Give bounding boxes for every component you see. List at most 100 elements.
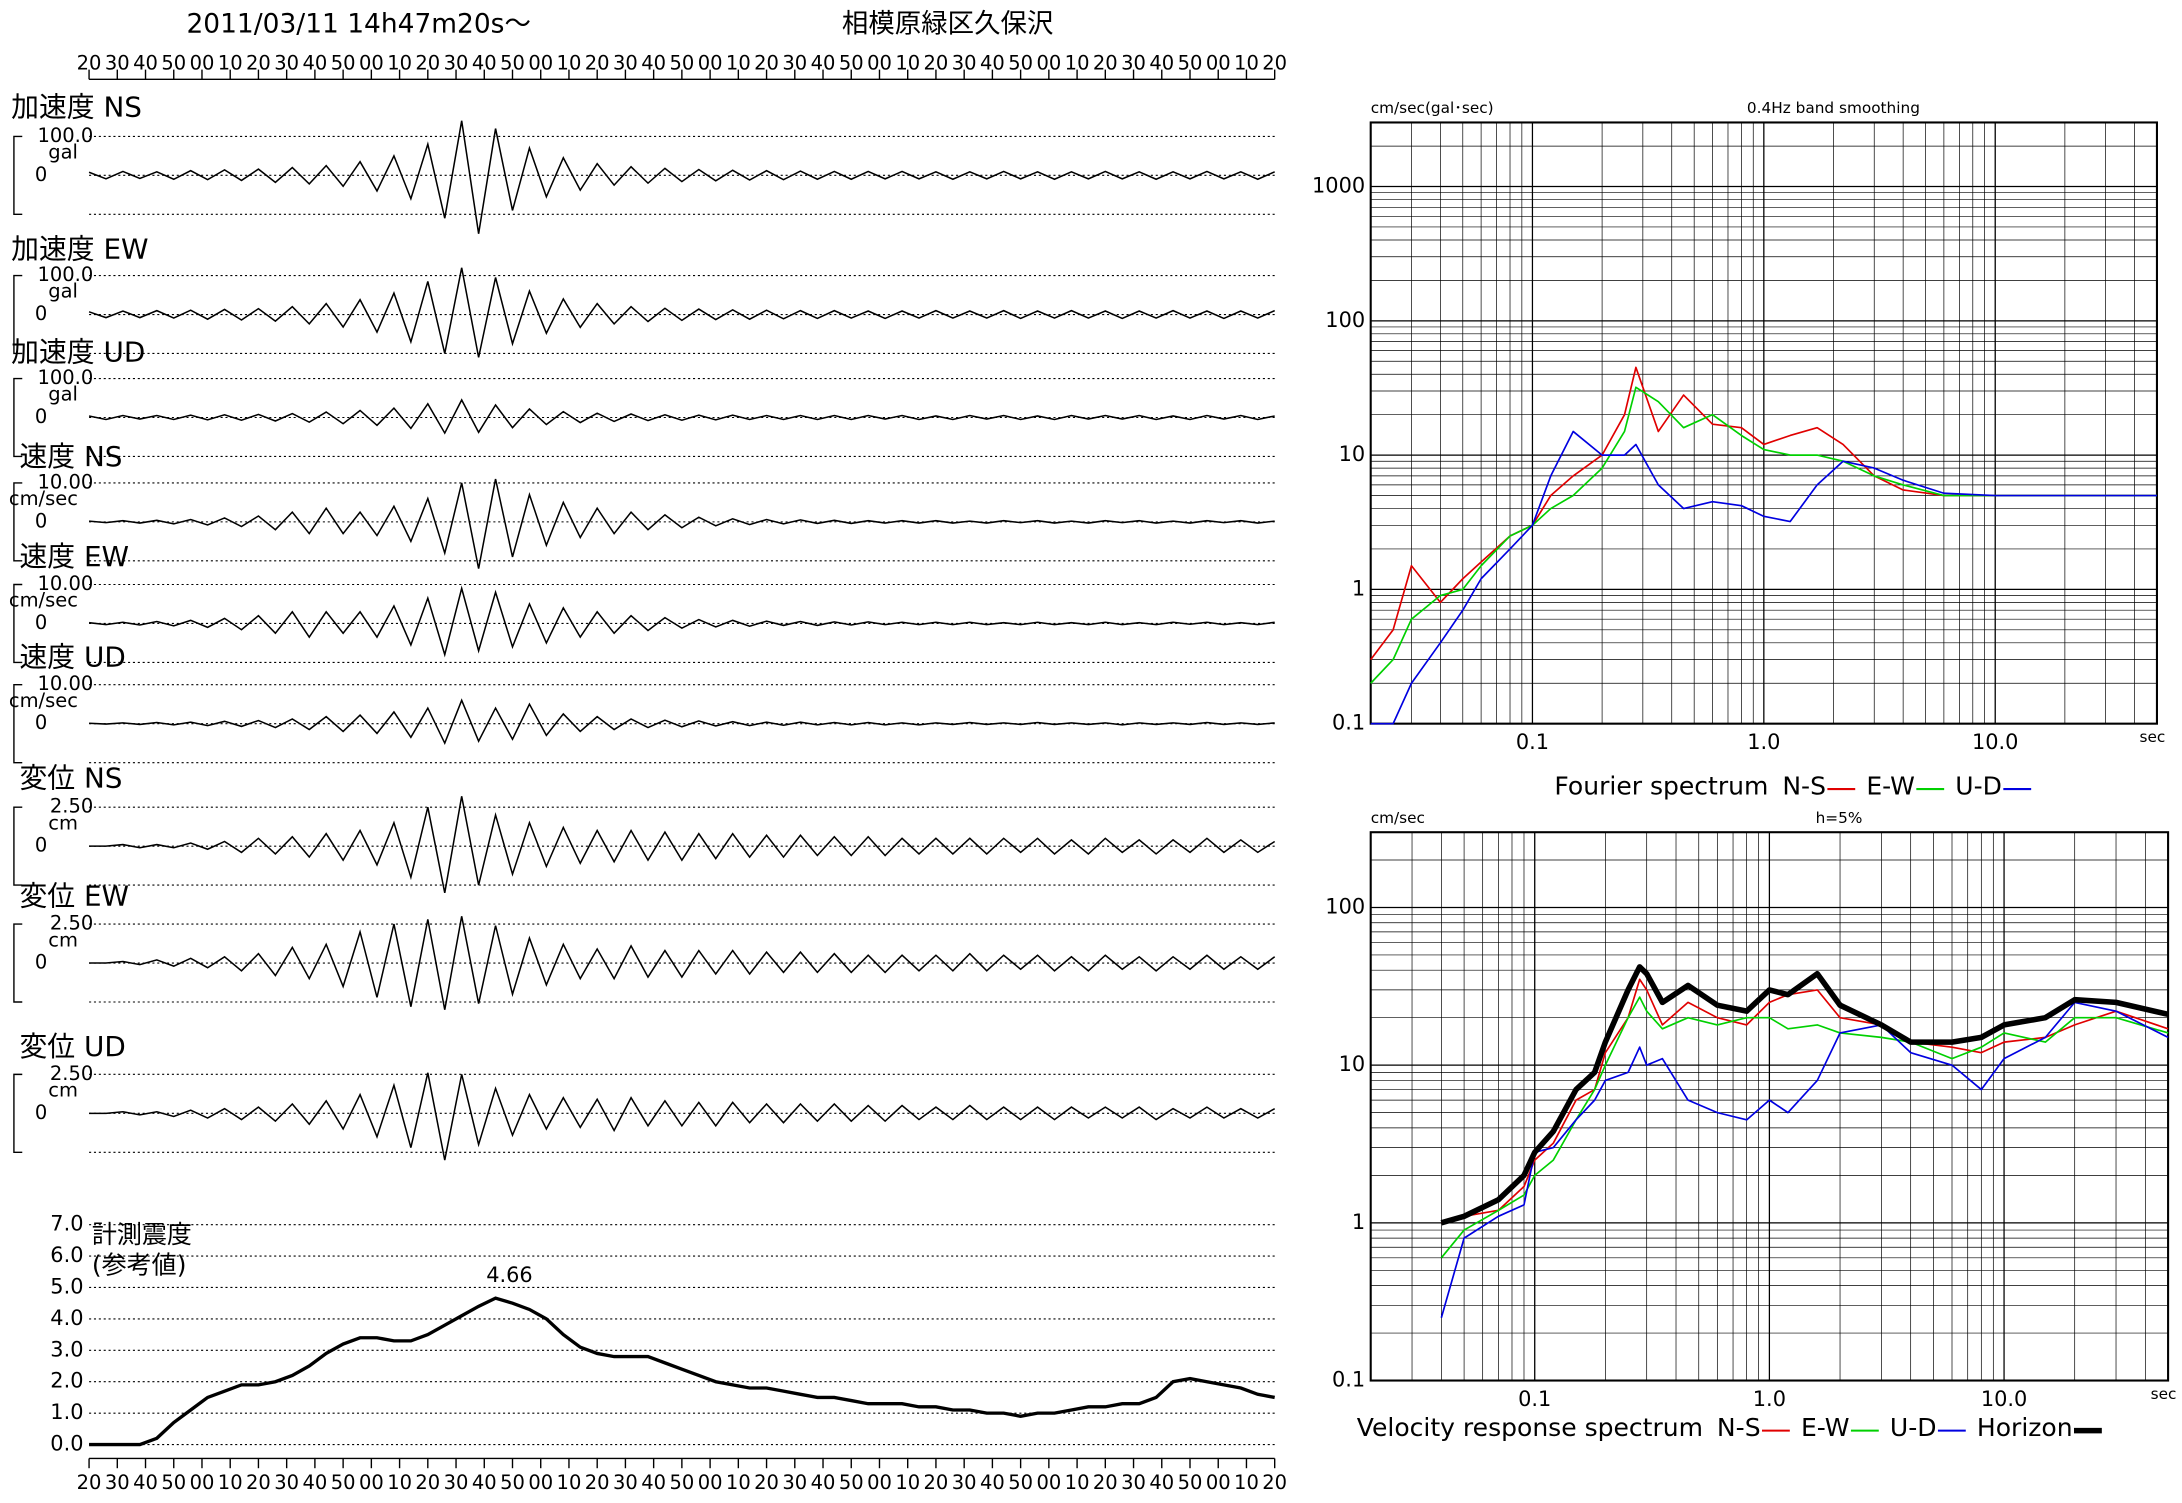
time-tick-label: 50: [839, 52, 864, 75]
legend-title: Velocity response spectrum: [1357, 1413, 1703, 1442]
time-tick-label: 40: [1149, 1471, 1174, 1494]
panel-tick-label: 0: [35, 611, 47, 634]
panel-bracket: [13, 377, 23, 458]
time-tick-label: 10: [387, 1471, 412, 1494]
time-tick-label: 00: [528, 1471, 553, 1494]
time-tick-label: 20: [754, 52, 779, 75]
legend-label: N-S: [1717, 1413, 1761, 1442]
panel-bracket: [13, 135, 23, 216]
time-tick-label: 50: [331, 1471, 356, 1494]
waveform: [88, 120, 1275, 234]
panel-tick-label: 2.50: [50, 1062, 93, 1085]
panel-title: 速度 UD: [19, 640, 125, 673]
time-tick-label: 10: [895, 52, 920, 75]
time-tick-label: 10: [218, 52, 243, 75]
time-tick-label: 00: [698, 52, 723, 75]
time-tick-label: 40: [1149, 52, 1174, 75]
panel-unit: gal: [48, 141, 78, 164]
time-tick-label: 50: [1178, 1471, 1203, 1494]
y-axis-label: cm/sec: [1371, 809, 1425, 827]
time-tick-label: 30: [952, 1471, 977, 1494]
time-tick-label: 50: [161, 1471, 186, 1494]
panel-tick-label: 0: [35, 405, 47, 428]
time-tick-label: 50: [1178, 52, 1203, 75]
time-tick-label: 20: [415, 52, 440, 75]
y-tick-label: 0.1: [1332, 1368, 1365, 1392]
time-tick-label: 00: [528, 52, 553, 75]
y-tick-label: 100: [1325, 894, 1365, 918]
time-tick-label: 10: [557, 1471, 582, 1494]
time-tick-label: 40: [641, 52, 666, 75]
time-tick-label: 00: [190, 1471, 215, 1494]
time-tick-label: 10: [387, 52, 412, 75]
panel-title: 変位 NS: [19, 761, 122, 794]
peak-label: 4.66: [486, 1263, 532, 1287]
spectrum-line: [1440, 1001, 2169, 1319]
x-tick-label: 0.1: [1518, 1387, 1551, 1411]
y-tick-label: 7.0: [50, 1212, 83, 1236]
waveform: [88, 398, 1275, 435]
time-tick-label: 30: [444, 1471, 469, 1494]
waveform: [89, 796, 1276, 894]
time-tick-label: 40: [472, 52, 497, 75]
waveform: [89, 1072, 1276, 1161]
time-tick-label: 20: [924, 52, 949, 75]
legend-title: Fourier spectrum: [1554, 772, 1768, 801]
time-tick-label: 20: [585, 52, 610, 75]
panel-tick-label: 10.00: [37, 672, 93, 695]
panel-tick-label: 0: [35, 302, 47, 325]
time-tick-label: 20: [1093, 1471, 1118, 1494]
panel-tick-label: 100.0: [37, 124, 93, 147]
time-tick-label: 40: [133, 52, 158, 75]
time-tick-label: 10: [557, 52, 582, 75]
time-tick-label: 40: [472, 1471, 497, 1494]
time-tick-label: 20: [246, 52, 271, 75]
y-tick-label: 1.0: [50, 1400, 83, 1424]
y-tick-label: 0.1: [1332, 711, 1365, 735]
panel-title: 変位 EW: [19, 880, 129, 913]
chart-subtitle: 0.4Hz band smoothing: [1747, 99, 1920, 117]
spectrum-line: [1370, 386, 2157, 684]
time-tick-label: 40: [980, 52, 1005, 75]
panel-unit: cm/sec: [9, 689, 78, 712]
panel-title: 加速度 NS: [11, 91, 142, 124]
y-tick-label: 10: [1339, 442, 1366, 466]
y-tick-label: 5.0: [50, 1274, 83, 1298]
panel-tick-label: 0: [35, 163, 47, 186]
spectrum-line: [1440, 964, 2169, 1226]
panel-bracket: [13, 1073, 23, 1153]
waveform: [89, 916, 1276, 1010]
y-tick-label: 1: [1352, 1210, 1365, 1234]
time-tick-label: 40: [811, 52, 836, 75]
time-tick-label: 50: [1008, 1471, 1033, 1494]
time-tick-label: 50: [500, 52, 525, 75]
y-tick-label: 4.0: [50, 1306, 83, 1330]
time-tick-label: 30: [105, 1471, 130, 1494]
y-tick-label: 1000: [1312, 174, 1365, 198]
y-tick-label: 0.0: [50, 1432, 83, 1456]
time-tick-label: 00: [359, 1471, 384, 1494]
panel-tick-label: 0: [35, 509, 47, 532]
spectrum-line: [1441, 978, 2169, 1224]
x-axis-label: sec: [2151, 1385, 2177, 1403]
legend-label: U-D: [1890, 1413, 1937, 1442]
panel-title: 速度 NS: [19, 440, 122, 473]
time-tick-label: 50: [500, 1471, 525, 1494]
panel-title: 加速度 EW: [11, 232, 148, 265]
time-tick-label: 20: [1262, 52, 1287, 75]
legend-label: E-W: [1801, 1413, 1850, 1442]
time-tick-label: 10: [218, 1471, 243, 1494]
y-tick-label: 6.0: [50, 1243, 83, 1267]
panel-unit: cm: [48, 1079, 78, 1102]
panel-bracket: [13, 583, 23, 664]
time-tick-label: 10: [1234, 52, 1259, 75]
panel-tick-label: 100.0: [37, 263, 93, 286]
x-tick-label: 0.1: [1516, 730, 1549, 754]
panel-title: 変位 UD: [19, 1030, 125, 1063]
time-tick-label: 20: [77, 1471, 102, 1494]
panel-unit: cm/sec: [9, 589, 78, 612]
time-tick-label: 30: [1121, 52, 1146, 75]
time-tick-label: 00: [698, 1471, 723, 1494]
time-tick-label: 30: [782, 1471, 807, 1494]
